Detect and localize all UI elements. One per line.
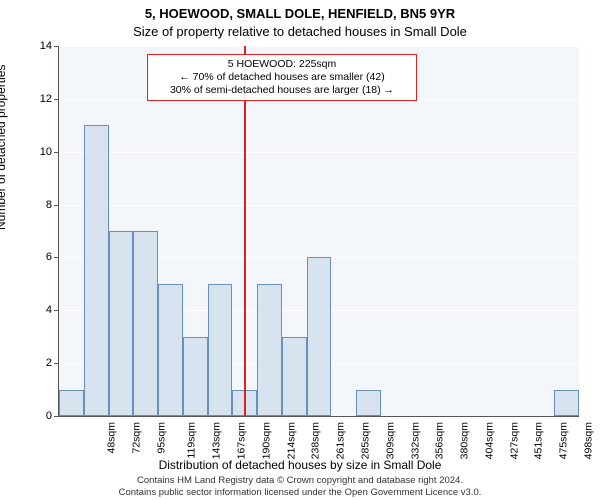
chart-subtitle: Size of property relative to detached ho… xyxy=(0,24,600,39)
y-tick-mark xyxy=(54,205,58,206)
callout-line1: 5 HOEWOOD: 225sqm xyxy=(154,58,410,71)
y-tick-mark xyxy=(54,152,58,153)
chart-container: 5, HOEWOOD, SMALL DOLE, HENFIELD, BN5 9Y… xyxy=(0,0,600,500)
x-tick-label: 143sqm xyxy=(211,422,223,459)
x-tick-label: 48sqm xyxy=(106,422,118,454)
y-tick-mark xyxy=(54,257,58,258)
histogram-bar xyxy=(307,257,332,416)
x-tick-label: 475sqm xyxy=(557,422,569,459)
y-tick-label: 0 xyxy=(12,410,52,422)
y-tick-mark xyxy=(54,99,58,100)
marker-line xyxy=(244,46,246,416)
x-tick-label: 285sqm xyxy=(359,422,371,459)
histogram-bar xyxy=(257,284,282,416)
y-tick-label: 4 xyxy=(12,304,52,316)
x-tick-label: 427sqm xyxy=(508,422,520,459)
x-tick-label: 309sqm xyxy=(384,422,396,459)
x-tick-label: 498sqm xyxy=(582,422,594,459)
x-tick-label: 119sqm xyxy=(185,422,197,459)
y-tick-label: 12 xyxy=(12,93,52,105)
histogram-bar xyxy=(208,284,233,416)
gridline xyxy=(59,205,579,206)
footer-credits: Contains HM Land Registry data © Crown c… xyxy=(0,475,600,498)
chart-title-address: 5, HOEWOOD, SMALL DOLE, HENFIELD, BN5 9Y… xyxy=(0,6,600,21)
y-tick-label: 6 xyxy=(12,251,52,263)
y-axis-label: Number of detached properties xyxy=(0,65,8,230)
callout-line3: 30% of semi-detached houses are larger (… xyxy=(154,84,410,97)
histogram-bar xyxy=(59,390,84,416)
x-tick-label: 356sqm xyxy=(434,422,446,459)
histogram-bar xyxy=(109,231,134,416)
x-tick-label: 95sqm xyxy=(155,422,167,454)
histogram-bar xyxy=(183,337,208,416)
x-tick-label: 238sqm xyxy=(310,422,322,459)
x-tick-label: 190sqm xyxy=(260,422,272,459)
x-tick-label: 451sqm xyxy=(533,422,545,459)
histogram-bar xyxy=(554,390,579,416)
histogram-bar xyxy=(282,337,307,416)
x-tick-label: 380sqm xyxy=(458,422,470,459)
x-tick-label: 261sqm xyxy=(335,422,347,459)
y-tick-mark xyxy=(54,363,58,364)
x-axis-label: Distribution of detached houses by size … xyxy=(0,458,600,472)
y-tick-mark xyxy=(54,310,58,311)
histogram-bar xyxy=(133,231,158,416)
y-tick-mark xyxy=(54,416,58,417)
gridline xyxy=(59,46,579,47)
footer-line2: Contains public sector information licen… xyxy=(0,487,600,498)
y-tick-label: 8 xyxy=(12,199,52,211)
x-tick-label: 214sqm xyxy=(285,422,297,459)
y-tick-label: 10 xyxy=(12,146,52,158)
y-tick-label: 2 xyxy=(12,357,52,369)
gridline xyxy=(59,152,579,153)
x-tick-label: 167sqm xyxy=(236,422,248,459)
histogram-bar xyxy=(84,125,109,416)
histogram-bar xyxy=(158,284,183,416)
x-tick-label: 332sqm xyxy=(409,422,421,459)
callout-box: 5 HOEWOOD: 225sqm← 70% of detached house… xyxy=(147,54,417,101)
callout-line2: ← 70% of detached houses are smaller (42… xyxy=(154,71,410,84)
plot-area: 5 HOEWOOD: 225sqm← 70% of detached house… xyxy=(58,46,579,417)
y-tick-mark xyxy=(54,46,58,47)
y-tick-label: 14 xyxy=(12,40,52,52)
histogram-bar xyxy=(356,390,381,416)
footer-line1: Contains HM Land Registry data © Crown c… xyxy=(0,475,600,486)
x-tick-label: 72sqm xyxy=(131,422,143,454)
x-tick-label: 404sqm xyxy=(483,422,495,459)
